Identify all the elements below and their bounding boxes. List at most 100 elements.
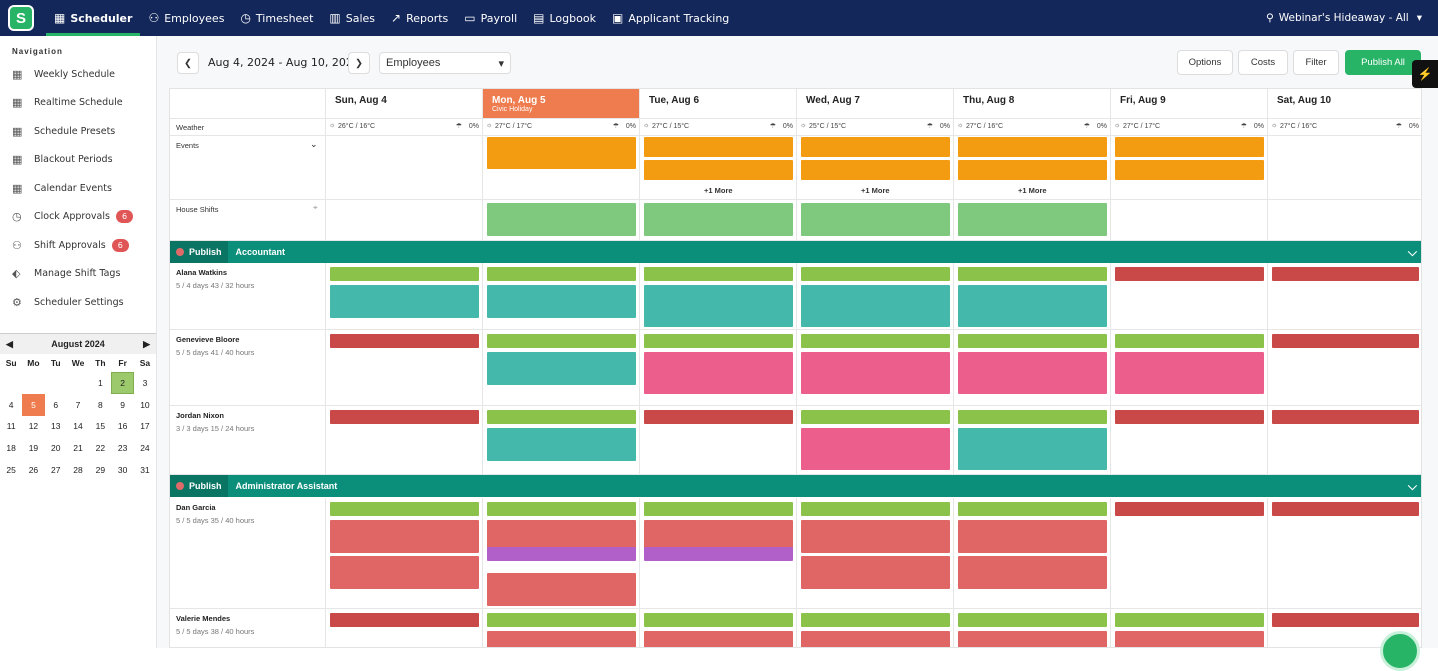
- publish-role-button[interactable]: Publish: [170, 475, 228, 497]
- shift-block[interactable]: [1115, 137, 1264, 157]
- chevron-down-icon[interactable]: ⌵: [1407, 244, 1417, 259]
- day-header[interactable]: Sat, Aug 10: [1268, 89, 1421, 119]
- shift-block[interactable]: [644, 410, 793, 424]
- calendar-day[interactable]: 14: [73, 421, 83, 432]
- shift-block[interactable]: [644, 334, 793, 348]
- employee-info[interactable]: Jordan Nixon 3 / 3 days 15 / 24 hours: [176, 411, 254, 433]
- shift-block[interactable]: [644, 267, 793, 281]
- calendar-day[interactable]: 12: [28, 421, 39, 432]
- shift-block[interactable]: [958, 285, 1107, 327]
- shift-block[interactable]: [801, 410, 950, 424]
- shift-block[interactable]: [487, 502, 636, 516]
- shift-block[interactable]: [958, 631, 1107, 647]
- shift-cell[interactable]: [1111, 330, 1268, 406]
- calendar-day[interactable]: 30: [117, 465, 128, 476]
- shift-block[interactable]: [801, 160, 950, 180]
- shift-cell[interactable]: [640, 406, 797, 475]
- shift-block[interactable]: [958, 556, 1107, 589]
- shift-block[interactable]: [1115, 160, 1264, 180]
- shift-block[interactable]: [330, 285, 479, 318]
- employee-info[interactable]: Genevieve Bloore 5 / 5 days 41 / 40 hours: [176, 335, 254, 357]
- publish-all-button[interactable]: Publish All: [1345, 50, 1421, 75]
- calendar-day[interactable]: 27: [51, 465, 61, 476]
- calendar-day[interactable]: 16: [117, 421, 128, 432]
- calendar-day[interactable]: 24: [140, 443, 150, 454]
- nav-logbook[interactable]: ▤ Logbook: [525, 0, 604, 36]
- nav-sales[interactable]: ▥ Sales: [321, 0, 383, 36]
- calendar-day[interactable]: 22: [95, 443, 106, 454]
- filter-button[interactable]: Filter: [1293, 50, 1339, 75]
- shift-block[interactable]: [487, 203, 636, 236]
- shift-block[interactable]: [801, 285, 950, 327]
- shift-cell[interactable]: [1111, 263, 1268, 330]
- shift-block[interactable]: [487, 573, 636, 606]
- shift-block[interactable]: [801, 428, 950, 470]
- shift-block[interactable]: [487, 547, 636, 561]
- shift-block[interactable]: [1272, 334, 1419, 348]
- calendar-day[interactable]: 26: [28, 465, 39, 476]
- shift-block[interactable]: [330, 556, 479, 589]
- shift-block[interactable]: [330, 267, 479, 281]
- sidebar-item-shift-approvals[interactable]: ⚇ Shift Approvals 6: [0, 231, 156, 260]
- shift-cell[interactable]: [1268, 406, 1421, 475]
- shift-block[interactable]: [1115, 352, 1264, 394]
- shift-cell[interactable]: [797, 263, 954, 330]
- day-header[interactable]: Tue, Aug 6: [640, 89, 797, 119]
- sidebar-item-weekly-schedule[interactable]: ▦ Weekly Schedule: [0, 60, 156, 89]
- shift-cell[interactable]: [1111, 406, 1268, 475]
- shift-cell[interactable]: [797, 330, 954, 406]
- shift-block[interactable]: [958, 267, 1107, 281]
- shift-cell[interactable]: [483, 330, 640, 406]
- shift-block[interactable]: [330, 334, 479, 348]
- shift-block[interactable]: [644, 631, 793, 647]
- shift-block[interactable]: [487, 613, 636, 627]
- shift-block[interactable]: [1115, 410, 1264, 424]
- shift-block[interactable]: [958, 502, 1107, 516]
- costs-button[interactable]: Costs: [1238, 50, 1288, 75]
- shift-cell[interactable]: [797, 406, 954, 475]
- more-events-link[interactable]: +1 More: [704, 186, 733, 195]
- prev-month-icon[interactable]: ◀: [6, 338, 13, 349]
- sidebar-item-scheduler-settings[interactable]: ⚙ Scheduler Settings: [0, 288, 156, 317]
- shift-cell[interactable]: [954, 498, 1111, 609]
- shift-block[interactable]: [644, 137, 793, 157]
- prev-week-button[interactable]: ❮: [177, 52, 199, 74]
- shift-block[interactable]: [487, 267, 636, 281]
- publish-role-button[interactable]: Publish: [170, 241, 228, 263]
- nav-timesheet[interactable]: ◷ Timesheet: [232, 0, 321, 36]
- shift-block[interactable]: [801, 334, 950, 348]
- shift-block[interactable]: [958, 203, 1107, 236]
- shift-block[interactable]: [644, 203, 793, 236]
- shift-block[interactable]: [1115, 334, 1264, 348]
- shift-block[interactable]: [1272, 502, 1419, 516]
- day-header[interactable]: Sun, Aug 4: [326, 89, 483, 119]
- calendar-day[interactable]: 13: [51, 421, 61, 432]
- calendar-day[interactable]: 20: [51, 443, 61, 454]
- shift-block[interactable]: [330, 520, 479, 553]
- role-section-header[interactable]: Publish Accountant ⌵: [170, 241, 1421, 263]
- shift-block[interactable]: [801, 502, 950, 516]
- chat-icon[interactable]: [1380, 631, 1420, 671]
- shift-cell[interactable]: [326, 609, 483, 647]
- calendar-day[interactable]: 15: [95, 421, 106, 432]
- day-header[interactable]: Thu, Aug 8: [954, 89, 1111, 119]
- calendar-day[interactable]: 29: [95, 465, 106, 476]
- shift-block[interactable]: [487, 410, 636, 424]
- sidebar-item-realtime-schedule[interactable]: ▦ Realtime Schedule: [0, 89, 156, 118]
- shift-block[interactable]: [801, 613, 950, 627]
- shift-block[interactable]: [958, 428, 1107, 470]
- calendar-day[interactable]: 5: [22, 393, 45, 416]
- shift-block[interactable]: [801, 352, 950, 394]
- app-logo[interactable]: S: [8, 5, 34, 31]
- calendar-day[interactable]: 28: [73, 465, 83, 476]
- shift-cell[interactable]: [1268, 330, 1421, 406]
- shift-cell[interactable]: [954, 406, 1111, 475]
- calendar-day[interactable]: 21: [73, 443, 83, 454]
- role-section-header[interactable]: Publish Administrator Assistant ⌵: [170, 475, 1421, 497]
- calendar-day[interactable]: 4: [8, 399, 14, 410]
- shift-cell[interactable]: [1268, 498, 1421, 609]
- calendar-day[interactable]: 19: [28, 443, 39, 454]
- shift-cell[interactable]: [326, 498, 483, 609]
- nav-scheduler[interactable]: ▦ Scheduler: [46, 0, 141, 36]
- location-selector[interactable]: ⚲ Webinar's Hideaway - All ▾: [1266, 0, 1422, 36]
